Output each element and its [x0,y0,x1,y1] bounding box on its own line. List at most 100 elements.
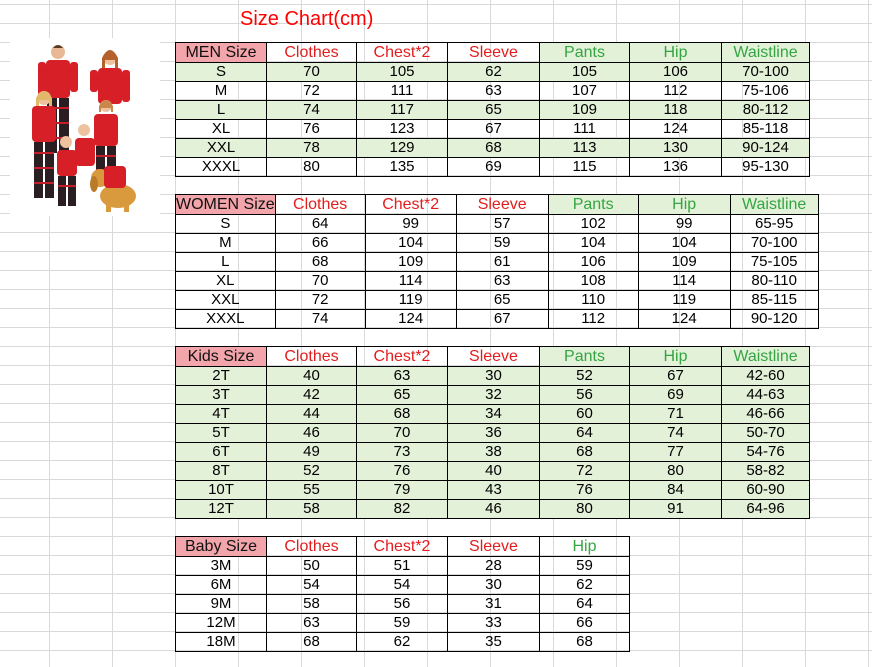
table-cell: XXL [175,138,267,158]
table-cell: 72 [266,81,357,101]
col-header: Sleeve [447,346,540,367]
table-cell: 3T [175,385,267,405]
table-cell: 80 [629,461,722,481]
table-cell: 85-115 [729,290,819,310]
col-header: Chest*2 [364,194,457,215]
table-cell: 69 [629,385,722,405]
table-cell: 62 [539,575,630,595]
table-cell: 75-105 [729,252,819,272]
table-cell: 31 [447,594,540,614]
table-cell: 84 [629,480,722,500]
table-row: L 74 117 65 109 118 80-112 [175,100,810,120]
table-cell: M [175,233,276,253]
table-cell: 135 [356,157,448,177]
table-cell: 113 [539,138,630,158]
table-cell: 72 [539,461,630,481]
table-cell: XXXL [175,157,267,177]
table-row: S 70 105 62 105 106 70-100 [175,62,810,82]
table-cell: 78 [266,138,357,158]
table-cell: 99 [364,214,457,234]
table-cell: 33 [447,613,540,633]
table-cell: 58 [266,594,357,614]
table-cell: 44 [266,404,357,424]
table-cell: 130 [629,138,722,158]
toddler-figure [75,124,95,166]
table-cell: 61 [455,252,549,272]
table-cell: 85-118 [721,119,810,139]
table-cell: 123 [356,119,448,139]
table-cell: 102 [547,214,639,234]
table-cell: 59 [356,613,448,633]
table-cell: 68 [539,632,630,652]
table-cell: 70-100 [721,62,810,82]
col-header: Hip [629,42,722,63]
col-header: Clothes [266,42,357,63]
table-cell: 8T [175,461,267,481]
table-row: 4T 44 68 34 60 71 46-66 [175,404,810,424]
table-cell: 40 [266,366,357,386]
table-cell: 80 [539,499,630,519]
table-header-row: WOMEN Size Clothes Chest*2 Sleeve Pants … [175,194,819,215]
table-cell: 107 [539,81,630,101]
table-cell: 71 [629,404,722,424]
table-cell: 104 [637,233,731,253]
women-size-table: WOMEN Size Clothes Chest*2 Sleeve Pants … [175,194,819,329]
table-cell: 54 [266,575,357,595]
table-cell: M [175,81,267,101]
col-header: Clothes [266,536,357,557]
dog-figure [90,166,136,212]
table-row: 12T 58 82 46 80 91 64-96 [175,499,810,519]
table-cell: L [175,100,267,120]
table-cell: 52 [266,461,357,481]
table-cell: 91 [629,499,722,519]
table-cell: 60-90 [721,480,810,500]
col-header: Waistline [721,346,810,367]
table-cell: 49 [266,442,357,462]
table-cell: 80-112 [721,100,810,120]
table-cell: 30 [447,575,540,595]
table-cell: 70-100 [729,233,819,253]
table-cell: 46-66 [721,404,810,424]
table-cell: 18M [175,632,267,652]
table-cell: 95-130 [721,157,810,177]
table-cell: 64-96 [721,499,810,519]
family-pajama-photo [10,38,160,216]
col-header: Chest*2 [356,536,448,557]
table-row: 12M 63 59 33 66 [175,613,630,633]
table-cell: 106 [629,62,722,82]
col-header: Sleeve [455,194,549,215]
table-cell: 90-120 [729,309,819,329]
table-cell: 52 [539,366,630,386]
table-cell: 67 [455,309,549,329]
table-row: 6T 49 73 38 68 77 54-76 [175,442,810,462]
size-label: WOMEN Size [175,194,276,215]
table-row: 3T 42 65 32 56 69 44-63 [175,385,810,405]
table-cell: 80-110 [729,271,819,291]
table-cell: 68 [266,632,357,652]
table-row: 6M 54 54 30 62 [175,575,630,595]
col-header: Waistline [729,194,819,215]
table-cell: 56 [539,385,630,405]
col-header: Hip [629,346,722,367]
table-row: L 68 109 61 106 109 75-105 [175,252,819,272]
table-cell: L [175,252,276,272]
girl-figure [32,91,56,198]
table-cell: 63 [455,271,549,291]
table-cell: 55 [266,480,357,500]
table-cell: 30 [447,366,540,386]
table-cell: 82 [356,499,448,519]
table-cell: 68 [539,442,630,462]
table-cell: 40 [447,461,540,481]
table-cell: 46 [447,499,540,519]
table-cell: 136 [629,157,722,177]
table-cell: 124 [629,119,722,139]
table-cell: 110 [547,290,639,310]
table-cell: 74 [266,100,357,120]
table-cell: 112 [629,81,722,101]
col-header: Hip [539,536,630,557]
mom-figure [90,50,130,104]
table-cell: 73 [356,442,448,462]
table-cell: 70 [266,62,357,82]
table-cell: 115 [539,157,630,177]
col-header: Sleeve [447,42,540,63]
